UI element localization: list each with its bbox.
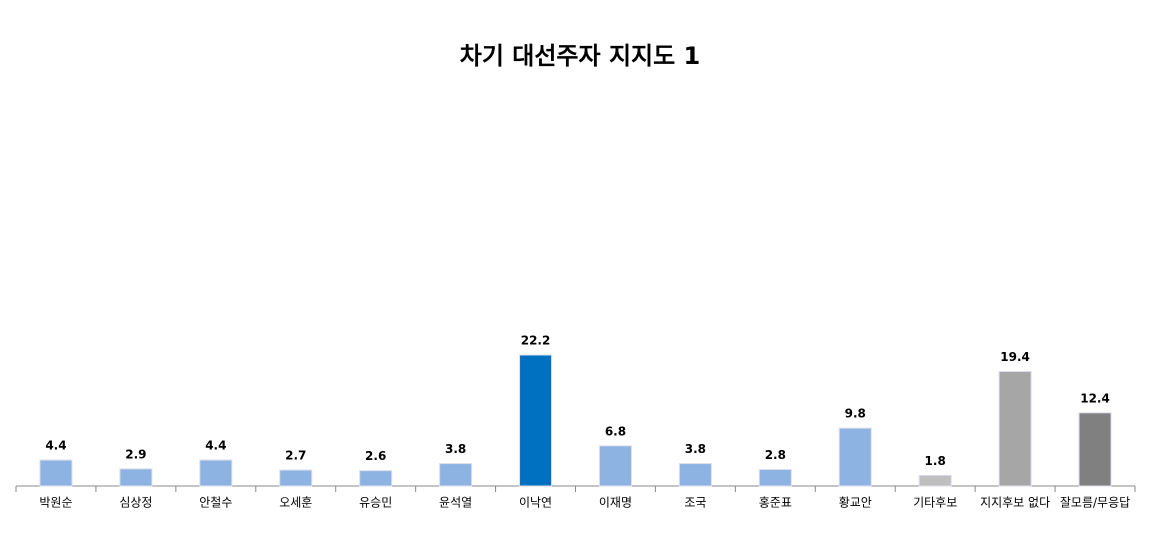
x-tick-label: 이낙연: [519, 496, 552, 510]
x-tick-label: 황교안: [839, 496, 872, 510]
value-label: 2.8: [765, 448, 786, 462]
bar: [758, 468, 792, 487]
chart-title: 차기 대선주자 지지도 1: [460, 42, 701, 70]
value-label: 9.8: [845, 407, 866, 421]
value-label: 2.6: [365, 449, 386, 463]
x-tick-label: 조국: [684, 496, 706, 510]
bar: [279, 469, 313, 487]
value-label: 19.4: [1000, 350, 1030, 364]
x-tick-label: 유승민: [359, 496, 392, 510]
bar: [359, 470, 393, 487]
bar: [439, 463, 473, 487]
bar: [519, 354, 553, 487]
value-label: 2.9: [125, 447, 146, 461]
bar: [918, 474, 952, 487]
x-tick-label: 안철수: [199, 496, 232, 510]
x-tick-label: 박원순: [39, 496, 72, 510]
x-tick-label: 지지후보 없다: [980, 496, 1050, 510]
value-label: 3.8: [685, 442, 706, 456]
x-tick-label: 홍준표: [759, 496, 792, 510]
x-tick-label: 기타후보: [913, 496, 957, 510]
bar: [678, 463, 712, 487]
x-tick-label: 오세훈: [279, 496, 312, 510]
value-label: 4.4: [45, 439, 66, 453]
bar: [598, 445, 632, 487]
x-tick-label: 잘모름/무응답: [1060, 496, 1130, 510]
bar: [998, 371, 1032, 487]
value-label: 12.4: [1080, 391, 1110, 405]
x-tick-label: 윤석열: [439, 496, 472, 510]
value-label: 4.4: [205, 439, 226, 453]
bar: [1078, 412, 1112, 487]
value-label: 1.8: [925, 454, 946, 468]
x-tick-label: 이재명: [599, 496, 632, 510]
bar: [838, 427, 872, 487]
value-label: 2.7: [285, 449, 306, 463]
value-label: 3.8: [445, 442, 466, 456]
value-label: 6.8: [605, 424, 626, 438]
bar: [39, 459, 73, 487]
bar: [119, 468, 153, 487]
bar: [199, 459, 233, 487]
value-label: 22.2: [521, 334, 551, 348]
x-tick-label: 심상정: [119, 496, 152, 510]
